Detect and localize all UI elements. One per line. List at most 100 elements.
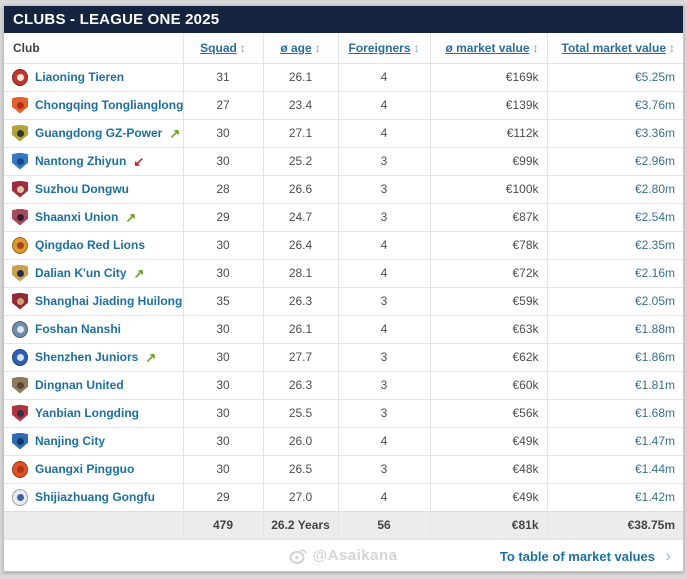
- sort-arrows-icon: ↕: [239, 40, 246, 55]
- avg-market-value-cell: €99k: [429, 146, 547, 175]
- squad-cell: 28: [182, 174, 263, 203]
- totals-squad: 479: [182, 510, 263, 539]
- panel-title: CLUBS - LEAGUE ONE 2025: [4, 6, 683, 33]
- column-header-total-market-value: Total market value ↕: [546, 33, 683, 63]
- club-link[interactable]: Nantong Zhiyun: [35, 154, 127, 168]
- trend-up-icon: ↗: [169, 125, 181, 141]
- sort-arrows-icon: ↕: [532, 40, 539, 55]
- guangxi-pingguo-crest-icon: [12, 460, 28, 478]
- club-link[interactable]: Foshan Nanshi: [35, 322, 122, 336]
- squad-cell: 31: [182, 62, 263, 91]
- total-market-value-cell: €1.68m: [546, 398, 683, 427]
- avg-market-value-cell: €63k: [429, 314, 547, 343]
- foreigners-cell: 3: [337, 202, 430, 231]
- total-market-value-cell: €1.88m: [546, 314, 683, 343]
- club-link[interactable]: Dingnan United: [35, 378, 124, 392]
- totals-avg-market-value: €81k: [429, 510, 547, 539]
- chongqing-tonglianglong-crest-icon: [12, 96, 28, 114]
- total-market-value-cell: €1.44m: [546, 454, 683, 483]
- club-link[interactable]: Guangdong GZ-Power: [35, 126, 163, 140]
- club-link[interactable]: Shenzhen Juniors: [35, 350, 139, 364]
- sort-total-market-value-link[interactable]: Total market value: [561, 40, 666, 55]
- squad-cell: 30: [182, 342, 263, 371]
- club-link[interactable]: Chongqing Tonglianglong: [35, 98, 183, 112]
- column-header-avg-age: ø age ↕: [262, 33, 338, 63]
- sort-squad-link[interactable]: Squad: [200, 40, 237, 55]
- club-link[interactable]: Dalian K'un City: [35, 266, 127, 280]
- foreigners-cell: 4: [337, 118, 430, 147]
- club-link[interactable]: Qingdao Red Lions: [35, 238, 145, 252]
- nantong-zhiyun-crest-icon: [12, 152, 28, 170]
- avg-age-cell: 23.4: [262, 90, 338, 119]
- table-row: Guangxi Pingguo 30 26.5 3 €48k €1.44m: [4, 454, 683, 483]
- club-link[interactable]: Yanbian Longding: [35, 406, 139, 420]
- table-row: Shenzhen Juniors ↗ 30 27.7 3 €62k €1.86m: [4, 342, 683, 371]
- foreigners-cell: 3: [337, 370, 430, 399]
- watermark-text: @Asaikana: [312, 547, 398, 564]
- squad-cell: 30: [182, 314, 263, 343]
- trend-down-icon: ↙: [133, 153, 145, 169]
- avg-market-value-cell: €112k: [429, 118, 547, 147]
- avg-market-value-cell: €72k: [429, 258, 547, 287]
- club-link[interactable]: Suzhou Dongwu: [35, 182, 129, 196]
- totals-total-market-value: €38.75m: [546, 510, 683, 539]
- nanjing-city-crest-icon: [12, 432, 28, 450]
- avg-age-cell: 26.4: [262, 230, 338, 259]
- total-market-value-cell: €3.36m: [546, 118, 683, 147]
- foreigners-cell: 4: [337, 426, 430, 455]
- to-market-values-link[interactable]: To table of market values: [499, 548, 655, 564]
- squad-cell: 30: [182, 146, 263, 175]
- table-header-row: Club Squad ↕ ø age ↕ Foreigners ↕ ø market …: [4, 33, 683, 63]
- foreigners-cell: 3: [337, 174, 430, 203]
- foreigners-cell: 4: [337, 62, 430, 91]
- foshan-nanshi-crest-icon: [12, 320, 28, 338]
- avg-age-cell: 26.6: [262, 174, 338, 203]
- table-row: Nantong Zhiyun ↙ 30 25.2 3 €99k €2.96m: [4, 146, 683, 175]
- sort-foreigners-link[interactable]: Foreigners: [348, 40, 411, 55]
- totals-foreigners: 56: [337, 510, 430, 539]
- sort-avg-market-value-link[interactable]: ø market value: [445, 40, 530, 55]
- avg-market-value-cell: €78k: [429, 230, 547, 259]
- foreigners-cell: 4: [337, 258, 430, 287]
- shijiazhuang-gongfu-crest-icon: [12, 488, 28, 506]
- squad-cell: 30: [182, 370, 263, 399]
- foreigners-cell: 4: [337, 90, 430, 119]
- total-market-value-cell: €2.96m: [546, 146, 683, 175]
- club-link[interactable]: Shijiazhuang Gongfu: [35, 490, 155, 504]
- club-link[interactable]: Guangxi Pingguo: [35, 462, 135, 476]
- watermark: @Asaikana: [289, 547, 397, 564]
- clubs-table: Club Squad ↕ ø age ↕ Foreigners ↕ ø market …: [4, 33, 683, 539]
- table-row: Liaoning Tieren 31 26.1 4 €169k €5.25m: [4, 62, 683, 91]
- squad-cell: 30: [182, 230, 263, 259]
- avg-age-cell: 27.7: [262, 342, 338, 371]
- totals-club-cell: [4, 510, 183, 539]
- squad-cell: 30: [182, 398, 263, 427]
- sort-avg-age-link[interactable]: ø age: [280, 40, 312, 55]
- club-link[interactable]: Nanjing City: [35, 434, 106, 448]
- foreigners-cell: 3: [337, 454, 430, 483]
- avg-age-cell: 26.1: [262, 314, 338, 343]
- table-row: Nanjing City 30 26.0 4 €49k €1.47m: [4, 426, 683, 455]
- chevron-right-icon: ›: [665, 546, 671, 565]
- total-market-value-cell: €2.54m: [546, 202, 683, 231]
- foreigners-cell: 3: [337, 146, 430, 175]
- avg-age-cell: 25.2: [262, 146, 338, 175]
- club-link[interactable]: Shaanxi Union: [35, 210, 119, 224]
- club-link[interactable]: Shanghai Jiading Huilong: [35, 294, 183, 308]
- avg-market-value-cell: €62k: [429, 342, 547, 371]
- total-market-value-cell: €2.80m: [546, 174, 683, 203]
- table-row: Yanbian Longding 30 25.5 3 €56k €1.68m: [4, 398, 683, 427]
- table-row: Qingdao Red Lions 30 26.4 4 €78k €2.35m: [4, 230, 683, 259]
- squad-cell: 30: [182, 454, 263, 483]
- table-row: Suzhou Dongwu 28 26.6 3 €100k €2.80m: [4, 174, 683, 203]
- avg-age-cell: 27.0: [262, 482, 338, 511]
- avg-market-value-cell: €49k: [429, 482, 547, 511]
- sort-arrows-icon: ↕: [669, 40, 675, 55]
- clubs-table-panel: CLUBS - LEAGUE ONE 2025 Club Squad ↕ ø ag…: [3, 5, 684, 572]
- total-market-value-cell: €5.25m: [546, 62, 683, 91]
- club-link[interactable]: Liaoning Tieren: [35, 70, 125, 84]
- table-row: Dingnan United 30 26.3 3 €60k €1.81m: [4, 370, 683, 399]
- avg-age-cell: 28.1: [262, 258, 338, 287]
- table-row: Dalian K'un City ↗ 30 28.1 4 €72k €2.16m: [4, 258, 683, 287]
- shanghai-jiading-huilong-crest-icon: [12, 292, 28, 310]
